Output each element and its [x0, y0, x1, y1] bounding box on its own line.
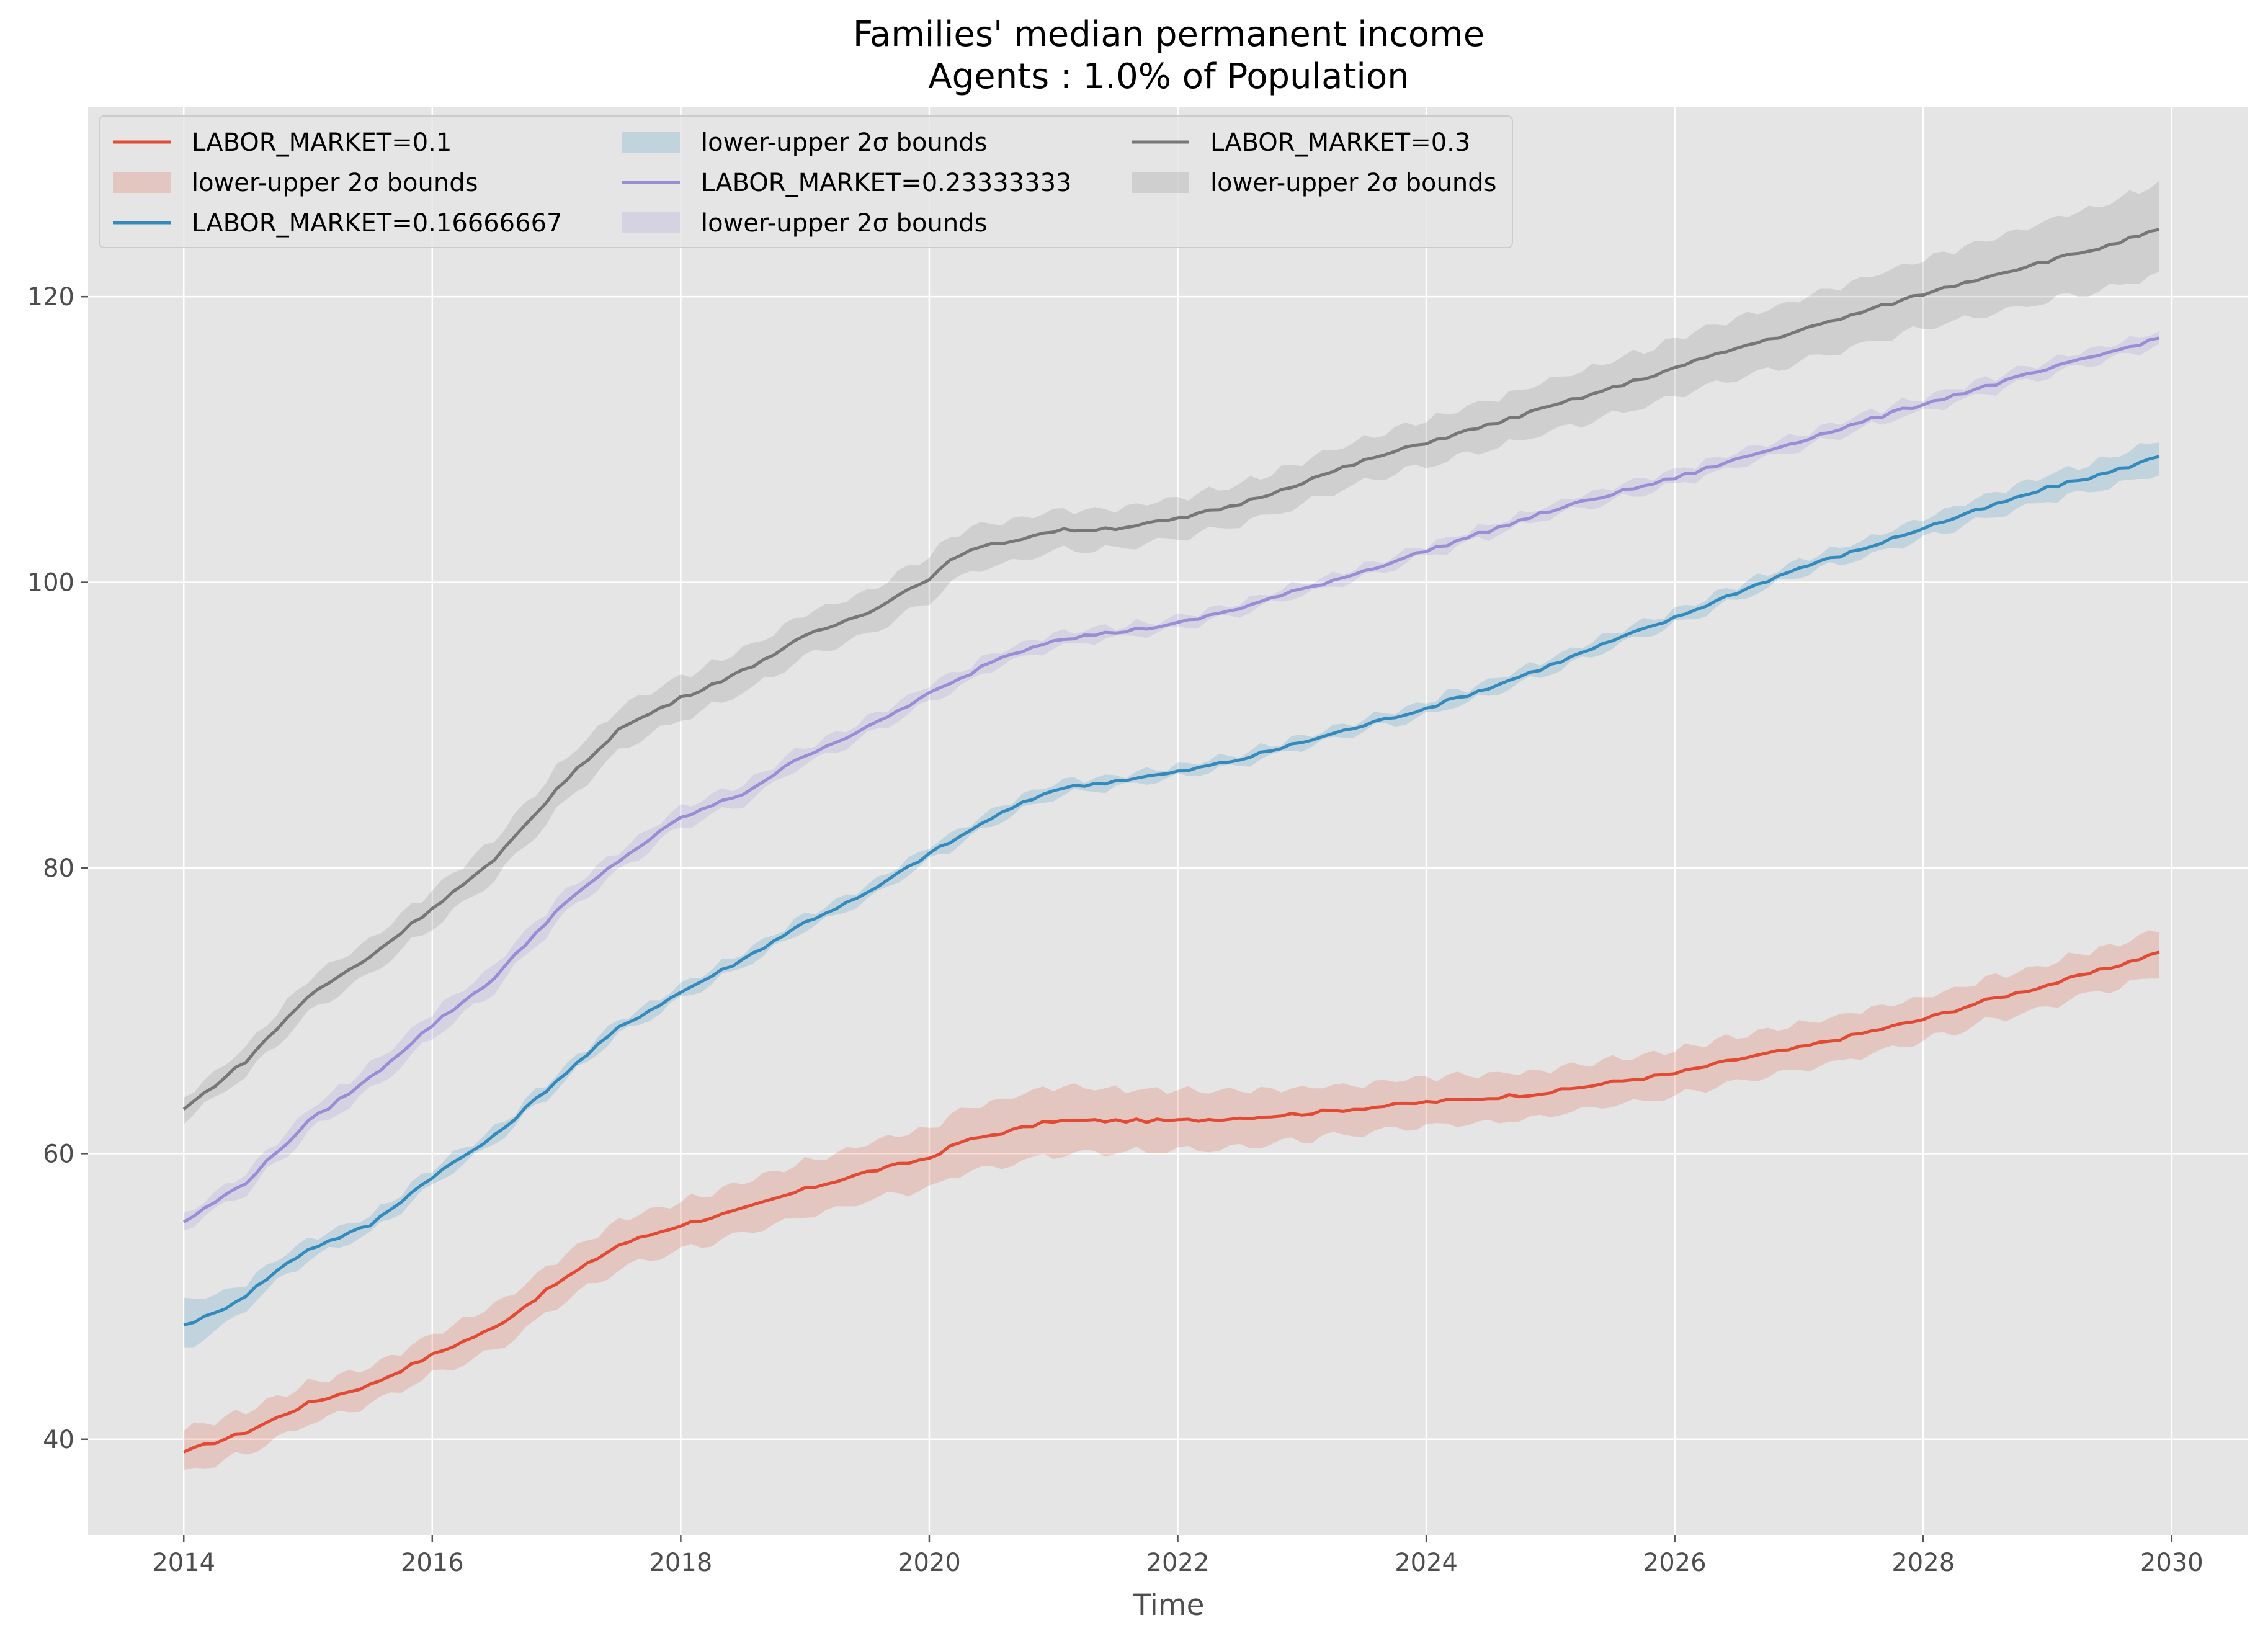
- x-tick-label: 2022: [1146, 1549, 1210, 1577]
- line-series-3: [182, 228, 2160, 1111]
- x-axis: 2014 2016 2018 2020 2022 2024 2026 2028 2030: [152, 1535, 2203, 1577]
- x-tick-label: 2026: [1643, 1549, 1707, 1577]
- legend-label: lower-upper 2σ bounds: [192, 169, 478, 197]
- line-series-2: [182, 336, 2160, 1224]
- x-tick-label: 2028: [1891, 1549, 1955, 1577]
- line-series-0: [183, 950, 2160, 1454]
- legend-frame: [99, 115, 1513, 248]
- y-tick-label: 80: [43, 854, 74, 883]
- x-axis-label: Time: [1132, 1588, 1204, 1622]
- grid: [88, 107, 2248, 1535]
- series-lines: [182, 228, 2160, 1454]
- x-tick-label: 2014: [152, 1549, 215, 1577]
- x-tick-label: 2024: [1395, 1549, 1458, 1577]
- x-tick-label: 2030: [2140, 1549, 2203, 1577]
- y-axis: 40 60 80 100 120: [27, 283, 88, 1454]
- band-series-3: [184, 181, 2159, 1125]
- legend-band-swatch: [1132, 172, 1189, 193]
- band-series-0: [184, 930, 2159, 1470]
- y-tick-label: 100: [27, 569, 74, 597]
- line-series-1: [183, 455, 2160, 1327]
- y-tick-label: 120: [27, 283, 74, 311]
- legend-label: lower-upper 2σ bounds: [701, 128, 987, 157]
- legend-band-swatch: [622, 132, 680, 153]
- legend-band-swatch: [113, 172, 171, 193]
- y-tick-label: 40: [43, 1426, 74, 1454]
- y-tick-label: 60: [43, 1140, 74, 1168]
- confidence-bands: [184, 181, 2159, 1470]
- plot-area: [88, 107, 2248, 1535]
- legend-band-swatch: [622, 212, 680, 233]
- legend-label: LABOR_MARKET=0.3: [1210, 128, 1470, 157]
- legend-label: lower-upper 2σ bounds: [1210, 169, 1496, 197]
- legend: LABOR_MARKET=0.1 lower-upper 2σ bounds LAB…: [99, 115, 1513, 248]
- chart-title: Families' median permanent income: [853, 14, 1484, 55]
- x-tick-label: 2018: [649, 1549, 712, 1577]
- legend-label: lower-upper 2σ bounds: [701, 209, 987, 238]
- legend-label: LABOR_MARKET=0.23333333: [701, 169, 1071, 197]
- x-tick-label: 2020: [898, 1549, 961, 1577]
- legend-label: LABOR_MARKET=0.1: [192, 128, 452, 157]
- x-tick-label: 2016: [401, 1549, 464, 1577]
- legend-label: LABOR_MARKET=0.16666667: [192, 209, 562, 238]
- chart-subtitle: Agents : 1.0% of Population: [928, 56, 1409, 97]
